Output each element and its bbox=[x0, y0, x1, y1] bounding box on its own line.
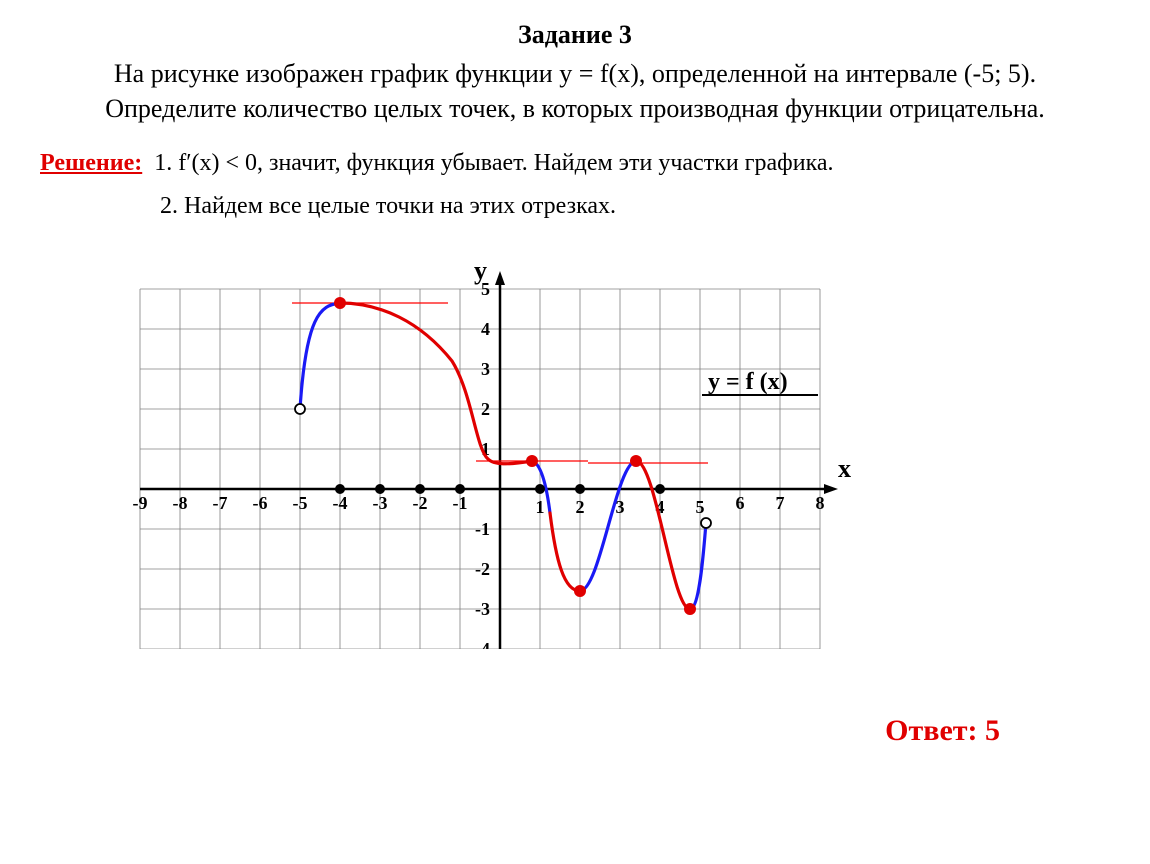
svg-text:-3: -3 bbox=[373, 493, 388, 513]
svg-text:-1: -1 bbox=[475, 519, 490, 539]
svg-text:-2: -2 bbox=[475, 559, 490, 579]
chart-container: -9-8-7-6-5-4-3-2-112345678-4-3-2-112345x… bbox=[100, 249, 1110, 654]
svg-text:5: 5 bbox=[696, 497, 705, 517]
svg-text:1: 1 bbox=[536, 497, 545, 517]
svg-text:6: 6 bbox=[736, 493, 745, 513]
svg-text:-4: -4 bbox=[475, 639, 490, 649]
task-title: Задание 3 bbox=[40, 20, 1110, 50]
svg-text:2: 2 bbox=[481, 399, 490, 419]
svg-text:x: x bbox=[838, 454, 851, 483]
solution-label: Решение: bbox=[40, 150, 142, 176]
problem-text: На рисунке изображен график функции y = … bbox=[85, 56, 1065, 126]
svg-text:y: y bbox=[474, 256, 487, 285]
solution-block: Решение: 1. f′(x) < 0, значит, функция у… bbox=[40, 144, 1110, 225]
answer-text: Ответ: 5 bbox=[40, 714, 1000, 748]
svg-text:-1: -1 bbox=[453, 493, 468, 513]
solution-step-1: 1. f′(x) < 0, значит, функция убывает. Н… bbox=[154, 150, 833, 176]
svg-text:-2: -2 bbox=[413, 493, 428, 513]
svg-text:-3: -3 bbox=[475, 599, 490, 619]
function-graph: -9-8-7-6-5-4-3-2-112345678-4-3-2-112345x… bbox=[100, 249, 900, 649]
solution-step-2: 2. Найдем все целые точки на этих отрезк… bbox=[160, 187, 1110, 225]
svg-text:2: 2 bbox=[576, 497, 585, 517]
svg-text:-4: -4 bbox=[333, 493, 348, 513]
svg-text:-8: -8 bbox=[173, 493, 188, 513]
svg-text:-5: -5 bbox=[293, 493, 308, 513]
svg-text:y = f (x): y = f (x) bbox=[708, 369, 788, 395]
svg-text:-7: -7 bbox=[213, 493, 228, 513]
svg-text:8: 8 bbox=[816, 493, 825, 513]
svg-text:-9: -9 bbox=[133, 493, 148, 513]
svg-text:4: 4 bbox=[481, 319, 490, 339]
svg-text:3: 3 bbox=[481, 359, 490, 379]
svg-text:7: 7 bbox=[776, 493, 785, 513]
svg-text:-6: -6 bbox=[253, 493, 268, 513]
